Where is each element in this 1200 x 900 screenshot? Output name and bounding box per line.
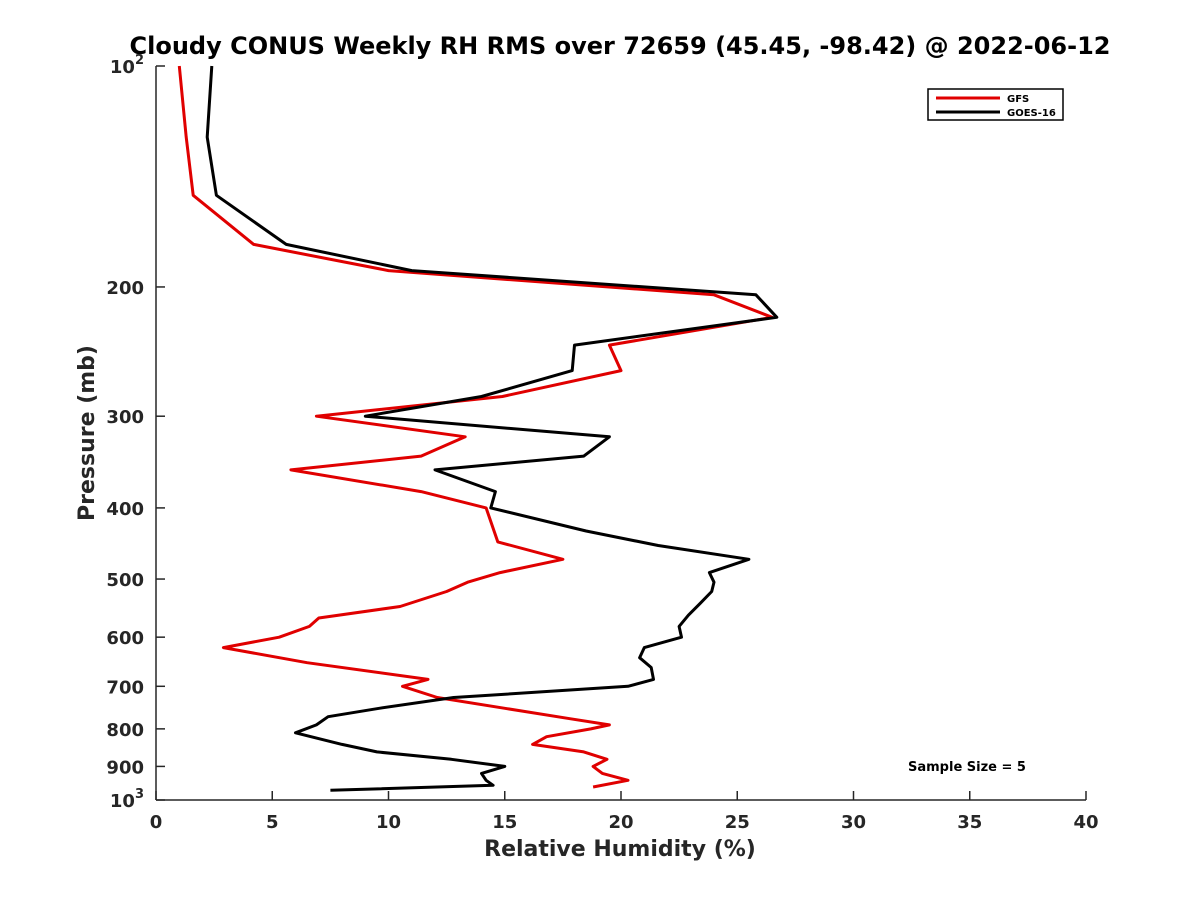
x-tick-label: 30: [841, 812, 866, 833]
axes-layer: 0 5 10 15 20 25 30 35 40102200300400500600700800…: [106, 53, 1098, 833]
y-tick-label: 600: [106, 628, 144, 649]
y-tick-label: 500: [106, 570, 144, 591]
y-tick-label: 103: [110, 787, 144, 812]
y-tick-base: 10: [110, 791, 135, 812]
x-tick-label: 15: [492, 812, 517, 833]
legend-label: GFS: [1007, 94, 1029, 105]
legend: GFS GOES-16: [927, 88, 1064, 121]
y-tick-label: 102: [110, 53, 144, 78]
y-tick-label: 200: [106, 278, 144, 299]
x-tick-label: 5: [266, 812, 279, 833]
y-tick-label: 300: [106, 407, 144, 428]
sample-size-annotation: Sample Size = 5: [908, 760, 1026, 775]
x-tick-label: 10: [376, 812, 401, 833]
series-line-goes-16: [205, 65, 779, 792]
y-tick-exponent: 2: [135, 53, 144, 68]
x-tick-label: 35: [957, 812, 982, 833]
x-tick-label: 0: [150, 812, 163, 833]
x-tick-label: 40: [1073, 812, 1098, 833]
legend-box: [927, 88, 1064, 121]
series-line-gfs: [177, 65, 774, 789]
y-tick-label: 900: [106, 757, 144, 778]
y-tick-base: 10: [110, 57, 135, 78]
y-tick-label: 800: [106, 720, 144, 741]
x-axis-label: Relative Humidity (%): [484, 837, 756, 862]
y-tick-exponent: 3: [135, 787, 144, 802]
legend-label: GOES-16: [1007, 108, 1056, 119]
y-tick-label: 700: [106, 677, 144, 698]
x-tick-label: 25: [725, 812, 750, 833]
y-tick-label: 400: [106, 499, 144, 520]
series-layer: [177, 65, 779, 792]
y-axis-label: Pressure (mb): [75, 345, 100, 521]
chart-title: Cloudy CONUS Weekly RH RMS over 72659 (4…: [130, 32, 1111, 60]
x-tick-label: 20: [608, 812, 633, 833]
